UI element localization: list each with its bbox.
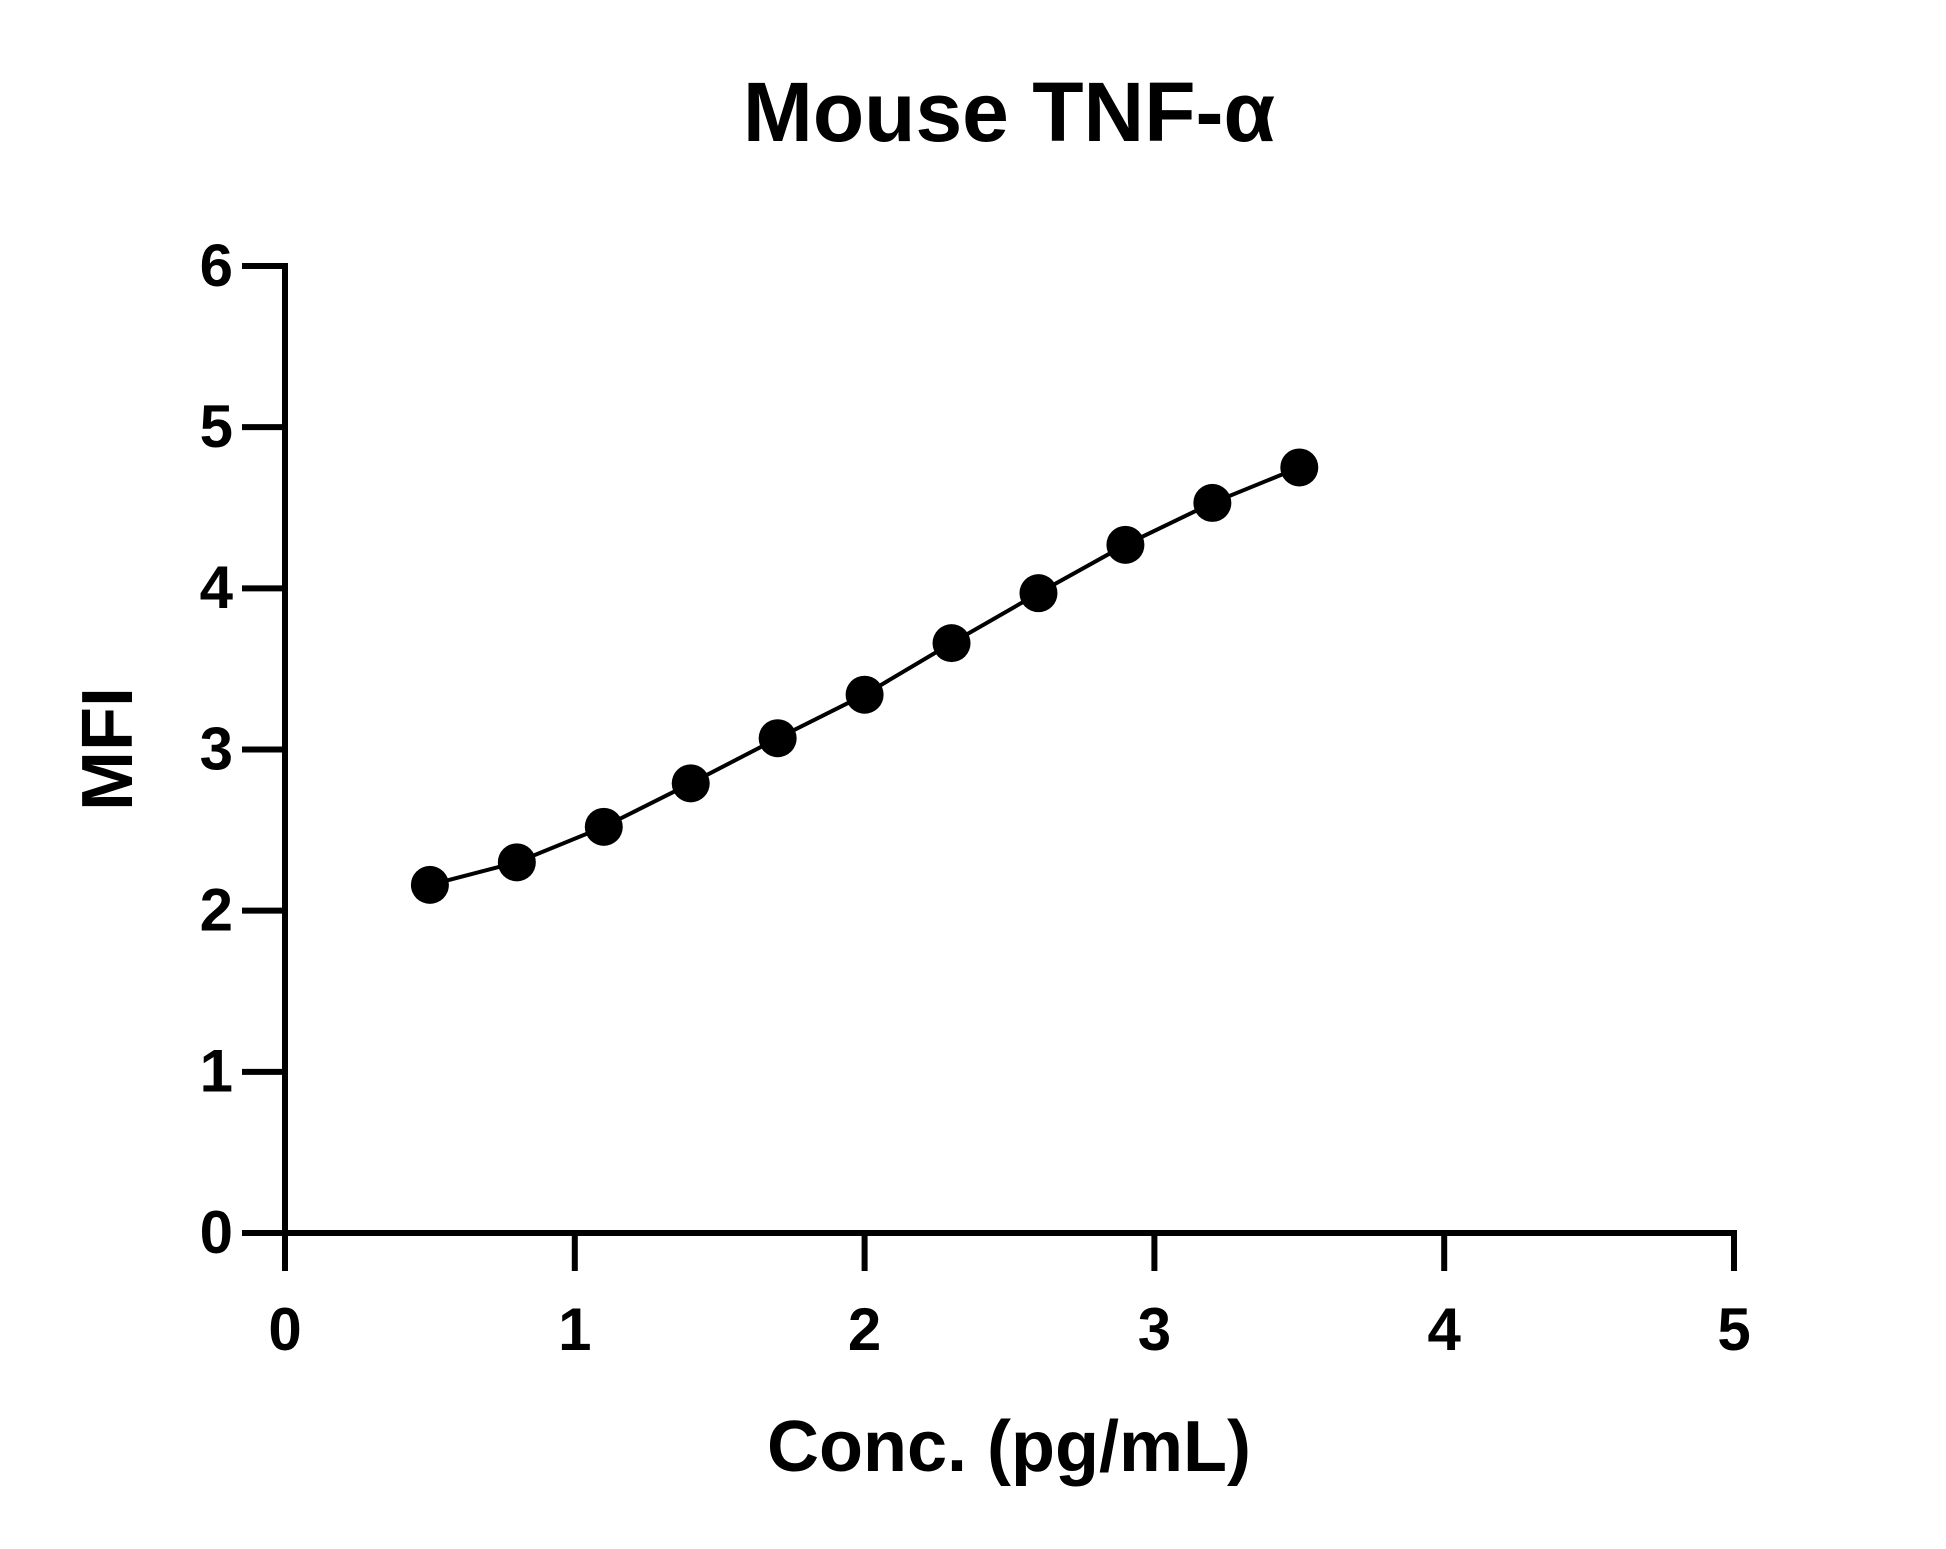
- x-tick-label: 4: [1428, 1296, 1462, 1363]
- marker: [497, 843, 536, 882]
- x-tick-label: 3: [1138, 1296, 1171, 1363]
- y-tick-label: 2: [200, 877, 233, 944]
- marker: [1106, 525, 1145, 564]
- y-tick-label: 0: [200, 1199, 233, 1266]
- y-tick-label: 3: [200, 715, 233, 782]
- marker: [845, 675, 884, 714]
- chart-title: Mouse TNF-α: [743, 65, 1275, 159]
- marker: [1193, 483, 1232, 522]
- x-tick-label: 2: [848, 1296, 881, 1363]
- marker: [671, 764, 710, 803]
- y-tick-label: 6: [200, 232, 233, 299]
- marker: [584, 807, 623, 846]
- x-tick-label: 1: [558, 1296, 591, 1363]
- marker: [1280, 448, 1319, 487]
- marker: [410, 865, 449, 904]
- x-axis-label: Conc. (pg/mL): [767, 1407, 1251, 1487]
- y-axis-label: MFI: [68, 687, 148, 811]
- x-tick-label: 5: [1717, 1296, 1750, 1363]
- y-tick-label: 4: [200, 554, 234, 621]
- y-tick-label: 1: [200, 1038, 233, 1105]
- marker: [932, 624, 971, 663]
- marker: [758, 719, 797, 758]
- marker: [1019, 574, 1058, 613]
- x-tick-label: 0: [268, 1296, 301, 1363]
- y-tick-label: 5: [200, 393, 233, 460]
